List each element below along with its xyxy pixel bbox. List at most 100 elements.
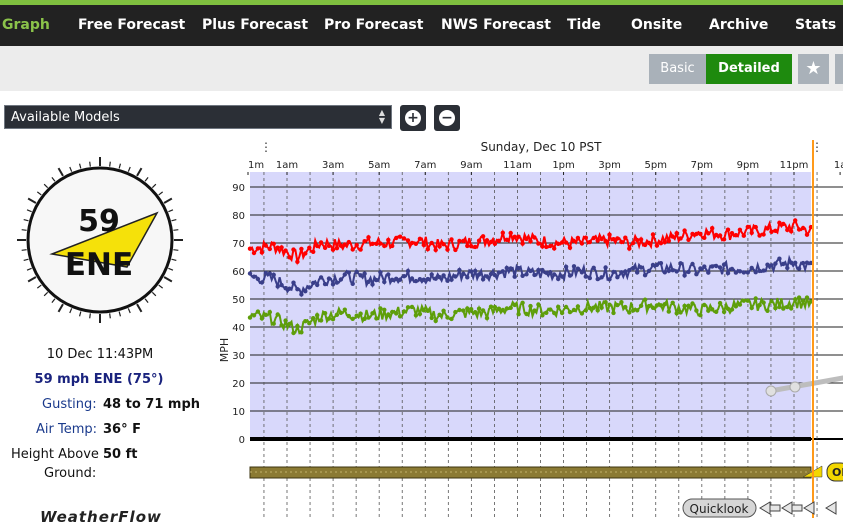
basic-view-button[interactable]: Basic xyxy=(649,54,706,84)
series-point xyxy=(749,305,754,311)
series-point xyxy=(307,245,312,250)
arrow-left-icon[interactable] xyxy=(803,501,815,515)
series-point xyxy=(690,231,695,237)
series-point xyxy=(465,243,470,249)
compass-tick xyxy=(163,197,173,204)
observation-badge[interactable] xyxy=(826,462,843,482)
favorite-button[interactable]: ★ xyxy=(798,54,829,84)
nav-stats[interactable]: Stats xyxy=(795,17,837,33)
series-point xyxy=(635,308,640,313)
series-point xyxy=(311,249,316,254)
compass-tick xyxy=(171,258,177,262)
series-point xyxy=(714,263,719,269)
series-point xyxy=(753,296,758,301)
series-point xyxy=(785,304,790,310)
series-point xyxy=(247,246,253,251)
x-tick-label: 11pm xyxy=(780,160,809,171)
series-point xyxy=(638,303,644,308)
more-button[interactable] xyxy=(835,54,843,84)
compass-tick xyxy=(136,303,143,313)
series-point xyxy=(623,269,628,274)
compass-tick xyxy=(118,311,122,317)
nav-graph[interactable]: Graph xyxy=(2,17,50,33)
compass-tick xyxy=(36,284,42,289)
left-handle-icon[interactable]: ⋮ xyxy=(260,140,272,154)
series-point xyxy=(405,305,411,310)
series-point xyxy=(287,321,292,327)
series-point xyxy=(350,281,355,286)
series-point xyxy=(654,303,660,308)
remove-model-button[interactable]: − xyxy=(434,105,460,131)
height-label: Height Above xyxy=(11,447,99,462)
series-point xyxy=(717,300,723,306)
series-point xyxy=(556,241,561,246)
series-point xyxy=(247,315,253,320)
series-point xyxy=(599,305,604,310)
add-model-button[interactable]: + xyxy=(400,105,426,131)
series-point xyxy=(650,305,656,310)
x-tick-label: 9am xyxy=(460,160,482,171)
series-point xyxy=(496,270,502,275)
series-point xyxy=(607,302,612,307)
series-point xyxy=(251,274,257,279)
time-nav-arrows[interactable] xyxy=(759,501,837,515)
nav-accent-line xyxy=(0,0,843,5)
series-point xyxy=(571,264,577,269)
arrow-left-icon[interactable] xyxy=(825,501,837,515)
series-point xyxy=(777,220,782,225)
series-point xyxy=(350,316,355,321)
compass-tick xyxy=(158,284,164,289)
series-point xyxy=(504,306,509,311)
series-point xyxy=(311,280,316,286)
series-point xyxy=(765,262,770,267)
series-point xyxy=(512,234,517,239)
series-point xyxy=(433,247,438,253)
series-point xyxy=(259,250,265,255)
compass-tick xyxy=(21,249,27,251)
series-point xyxy=(638,265,644,270)
compass-tick xyxy=(26,267,32,271)
observation-badge-label: OI xyxy=(832,466,843,479)
y-tick-label: 90 xyxy=(232,183,245,194)
series-point xyxy=(394,235,399,241)
series-point xyxy=(342,242,347,247)
series-point xyxy=(773,261,778,266)
nav-pro-forecast[interactable]: Pro Forecast xyxy=(324,17,424,33)
nav-nws-forecast[interactable]: NWS Forecast xyxy=(441,17,551,33)
series-point xyxy=(552,272,557,277)
series-point xyxy=(386,237,391,243)
series-point xyxy=(678,236,683,241)
quicklook-button[interactable] xyxy=(682,498,757,518)
nav-tide[interactable]: Tide xyxy=(567,17,601,33)
series-point xyxy=(765,226,770,231)
series-point xyxy=(757,302,762,308)
series-point xyxy=(334,280,340,285)
nav-onsite[interactable]: Onsite xyxy=(631,17,683,33)
series-point xyxy=(500,307,505,313)
series-point xyxy=(686,303,691,308)
nav-archive[interactable]: Archive xyxy=(709,17,769,33)
models-select[interactable]: Available Models ▲ ▼ xyxy=(4,105,392,129)
series-point xyxy=(654,262,660,267)
compass-tick xyxy=(51,298,56,304)
series-point xyxy=(421,242,426,248)
nav-plus-forecast[interactable]: Plus Forecast xyxy=(202,17,309,33)
series-point xyxy=(769,263,774,268)
x-axis-ticks: 1m 1am 3am 5am 7am 9am 11am 1pm 3pm 5pm 7pm 9pm 11pm… xyxy=(247,160,843,175)
series-point xyxy=(804,260,810,265)
series-point xyxy=(579,311,585,316)
nav-free-forecast[interactable]: Free Forecast xyxy=(78,17,186,33)
series-point xyxy=(275,312,280,317)
series-point xyxy=(698,231,703,237)
series-point xyxy=(263,312,268,317)
series-point xyxy=(469,269,474,274)
series-point xyxy=(721,237,727,242)
series-point xyxy=(291,247,296,252)
detailed-view-button[interactable]: Detailed xyxy=(706,54,792,84)
series-point xyxy=(619,300,624,305)
series-point xyxy=(425,247,430,252)
series-point xyxy=(804,232,810,237)
series-point xyxy=(457,238,462,244)
y-tick-label: 30 xyxy=(232,351,245,362)
series-point xyxy=(710,264,715,269)
